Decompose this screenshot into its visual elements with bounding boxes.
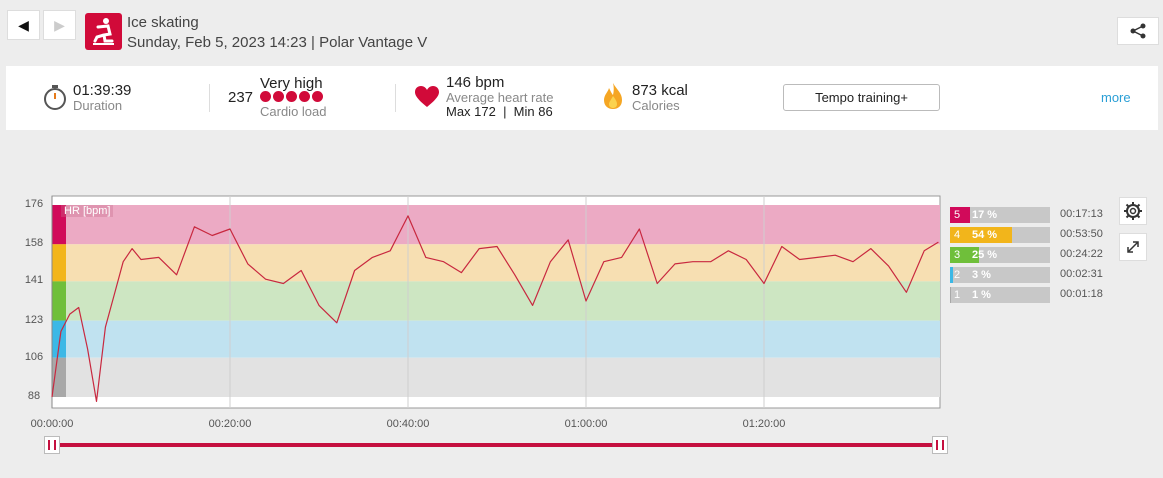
cardio-load-label: Cardio load (260, 104, 327, 119)
y-tick-label: 88 (27, 390, 41, 402)
x-tick-label: 00:20:00 (208, 418, 252, 430)
expand-icon (1127, 241, 1139, 253)
hr-zone-band (52, 205, 940, 245)
hr-zone-band (52, 244, 940, 282)
divider (209, 84, 210, 112)
zone-bar (950, 287, 952, 303)
zone-strip-segment (52, 320, 66, 358)
zone-number: 1 (954, 289, 961, 301)
heart-icon (415, 86, 439, 107)
x-tick-label: 00:40:00 (386, 418, 430, 430)
avg-hr-value: 146 bpm (446, 74, 505, 91)
range-start-handle[interactable] (44, 436, 60, 454)
zone-bar (950, 227, 1013, 243)
share-icon (1130, 23, 1146, 39)
zone-strip-segment (52, 244, 66, 282)
hr-series-line (51, 215, 939, 402)
x-tick-label: 00:00:00 (30, 418, 74, 430)
calories-value: 873 kcal (632, 82, 688, 99)
zone-time: 00:02:31 (1060, 268, 1103, 280)
triangle-right-icon: ▶ (54, 16, 65, 33)
y-tick-label: 106 (24, 350, 44, 363)
cardio-ball-icon (299, 91, 310, 102)
zone-number: 3 (954, 249, 961, 261)
zone-percent: 17 % (972, 209, 998, 221)
stopwatch-icon (44, 85, 66, 110)
zone-strip-segment (52, 281, 66, 321)
hr-zone-band (52, 357, 940, 397)
zone-row: 2 3 % (950, 267, 1050, 283)
divider (395, 84, 396, 112)
grip-icon (48, 440, 56, 450)
zone-row: 3 25 % (950, 247, 1050, 263)
zone-percent: 3 % (972, 269, 991, 281)
previous-button[interactable]: ◀ (7, 10, 40, 40)
zone-number: 2 (954, 269, 961, 281)
training-benefit-button[interactable]: Tempo training+ (783, 84, 940, 111)
next-button[interactable]: ▶ (43, 10, 76, 40)
cardio-ball-icon (273, 91, 284, 102)
y-tick-label: 141 (24, 274, 44, 287)
avg-hr-label: Average heart rate (446, 90, 554, 105)
hr-zone-band (52, 281, 940, 321)
zone-number: 4 (954, 229, 961, 241)
triangle-left-icon: ◀ (18, 16, 29, 33)
zone-time: 00:53:50 (1060, 228, 1103, 240)
more-link[interactable]: more (1101, 90, 1131, 105)
cardio-load-balls (260, 91, 323, 102)
cardio-load-value: 237 (228, 89, 254, 106)
zone-number: 5 (954, 209, 961, 221)
time-range-track[interactable] (52, 443, 940, 447)
session-subtitle: Sunday, Feb 5, 2023 14:23 | Polar Vantag… (127, 34, 428, 51)
zone-bar (950, 247, 979, 263)
share-button[interactable] (1117, 17, 1159, 45)
cardio-ball-icon (286, 91, 297, 102)
y-tick-label: 158 (24, 237, 44, 250)
y-tick-label: 123 (24, 313, 44, 326)
zone-row: 5 17 % (950, 207, 1050, 223)
range-end-handle[interactable] (932, 436, 948, 454)
x-tick-label: 01:00:00 (564, 418, 608, 430)
hr-zone-band (52, 320, 940, 358)
cardio-ball-icon (312, 91, 323, 102)
zone-percent: 1 % (972, 289, 991, 301)
expand-chart-button[interactable] (1119, 233, 1147, 261)
zone-percent: 54 % (972, 229, 998, 241)
x-tick-label: 01:20:00 (742, 418, 786, 430)
sport-title: Ice skating (127, 14, 199, 31)
cardio-load-level: Very high (260, 75, 323, 92)
duration-value: 01:39:39 (73, 82, 132, 99)
grip-icon (936, 440, 944, 450)
zone-row: 1 1 % (950, 287, 1050, 303)
zone-bar (950, 207, 970, 223)
zone-time: 00:24:22 (1060, 248, 1103, 260)
cardio-ball-icon (260, 91, 271, 102)
chart-settings-button[interactable] (1119, 197, 1147, 225)
zone-percent: 25 % (972, 249, 998, 261)
hr-max-min: Max 172 | Min 86 (446, 104, 553, 119)
zone-row: 4 54 % (950, 227, 1050, 243)
zone-bar (950, 267, 954, 283)
zone-strip-segment (52, 205, 66, 245)
calories-label: Calories (632, 98, 680, 113)
zone-time: 00:17:13 (1060, 208, 1103, 220)
duration-label: Duration (73, 98, 123, 113)
series-label: HR [bpm] (61, 205, 114, 217)
summary-panel: 01:39:39 Duration 237 Very high Cardio l… (6, 66, 1158, 130)
zone-time: 00:01:18 (1060, 288, 1103, 300)
flame-icon (604, 83, 622, 109)
ice-skating-icon (85, 13, 122, 50)
y-tick-label: 176 (24, 198, 44, 210)
gear-icon (1124, 202, 1142, 220)
